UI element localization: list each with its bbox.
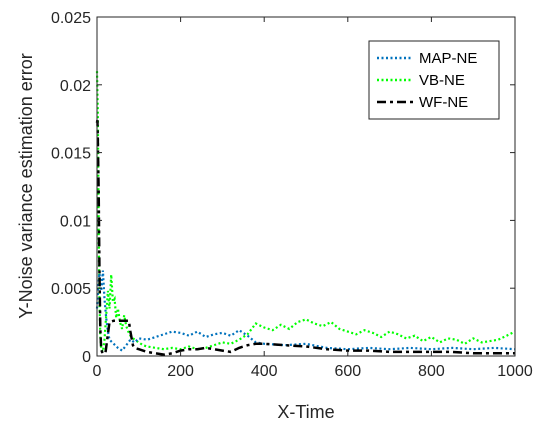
y-tick-label: 0	[82, 349, 91, 366]
y-axis-title: Y-Noise variance estimation error	[16, 53, 36, 318]
x-tick-label: 800	[418, 363, 445, 380]
plot-frame	[96, 16, 516, 357]
legend: MAP-NE VB-NE WF-NE	[368, 40, 500, 120]
x-tick-label: 0	[93, 363, 102, 380]
y-tick-label: 0.025	[51, 10, 91, 27]
x-tick-label: 400	[251, 363, 278, 380]
x-axis-title: X-Time	[277, 402, 334, 422]
x-tick-label: 200	[167, 363, 194, 380]
tick-layer: 0 200 400 600 800 1000 0 0.005 0.01 0.015 0.02 0.02…	[51, 10, 533, 380]
y-tick-label: 0.005	[51, 281, 91, 298]
x-tick-label: 600	[334, 363, 361, 380]
x-tick-label: 1000	[497, 363, 533, 380]
y-tick-label: 0.01	[60, 213, 91, 230]
legend-label-vb-ne: VB-NE	[419, 72, 465, 89]
y-tick-label: 0.02	[60, 78, 91, 95]
legend-label-map-ne: MAP-NE	[419, 50, 477, 67]
y-tick-label: 0.015	[51, 146, 91, 163]
legend-label-wf-ne: WF-NE	[419, 94, 468, 111]
